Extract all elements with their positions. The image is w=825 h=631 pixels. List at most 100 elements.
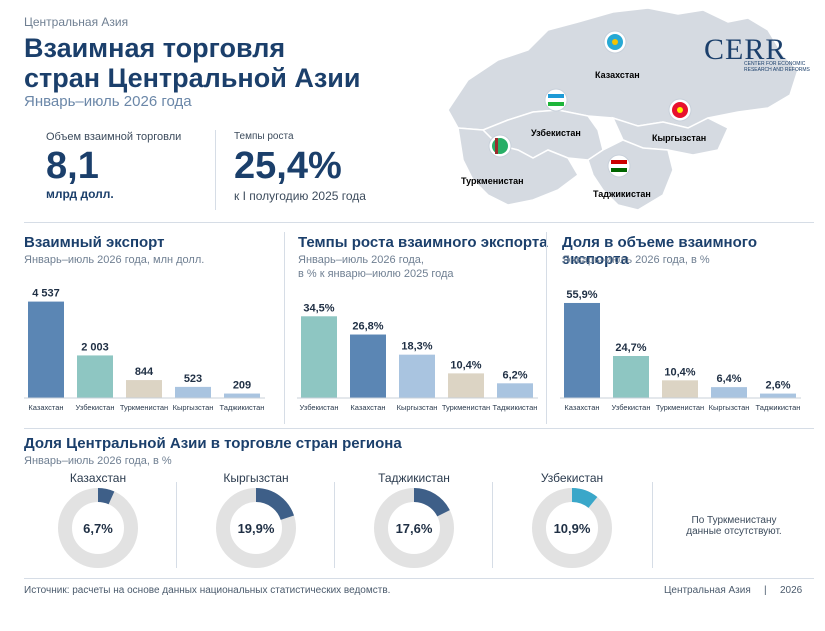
- bar-growth-2: [399, 354, 435, 398]
- section-divider-1: [284, 232, 285, 424]
- footer-year: 2026: [780, 585, 803, 596]
- bar-growth-4: [497, 383, 533, 398]
- kpi-divider: [215, 130, 216, 210]
- donut-name-2: Таджикистан: [378, 471, 450, 485]
- chart-export: 4 537 Казахстан 2 003 Узбекистан 844 Туркмени…: [24, 288, 265, 412]
- bar-export-2: [126, 380, 162, 398]
- donut-slice-2: [374, 488, 454, 568]
- bar-category-label-growth-1: Казахстан: [350, 403, 385, 412]
- section-growth-title: Темпы роста взаимного экспорта: [298, 234, 548, 251]
- section-share-title: Доля в объеме взаимного экспорта: [562, 234, 757, 268]
- top-divider: [24, 222, 814, 223]
- bar-category-label-share-2: Туркменистан: [656, 403, 704, 412]
- bar-category-label-export-1: Узбекистан: [76, 403, 115, 412]
- bar-value-label-export-1: 2 003: [81, 341, 109, 353]
- page-subtitle: Январь–июль 2026 года: [24, 93, 192, 110]
- logo-sub2: RESEARCH AND REFORMS: [744, 67, 810, 73]
- cerr-logo: CERR CENTER FOR ECONOMIC RESEARCH AND RE…: [704, 33, 810, 73]
- section-growth-sub1: Январь–июль 2026 года,: [298, 254, 424, 266]
- donut-divider-3: [492, 482, 493, 568]
- bar-value-label-export-0: 4 537: [32, 288, 60, 300]
- logo-text: CERR: [704, 33, 787, 66]
- map-tajikistan-shape: [587, 139, 674, 211]
- map-label-turkmenistan: Туркменистан: [461, 176, 524, 186]
- donut-note: По Туркменистану данные отсутствуют.: [664, 515, 804, 537]
- bar-export-4: [224, 393, 260, 398]
- footer-separator: |: [764, 585, 767, 596]
- donut-note-line1: По Туркменистану: [691, 515, 777, 526]
- pin-kazakhstan: [603, 30, 627, 54]
- section-region-title: Доля Центральной Азии в торговле стран р…: [24, 435, 402, 452]
- bar-value-label-growth-2: 18,3%: [401, 341, 432, 353]
- bar-export-0: [28, 301, 64, 398]
- bar-share-1: [613, 356, 649, 398]
- bar-value-label-share-4: 2,6%: [765, 380, 790, 392]
- map-label-kyrgyzstan: Кыргызстан: [652, 133, 706, 143]
- bar-category-label-share-4: Таджикистан: [756, 403, 801, 412]
- bar-value-label-share-2: 10,4%: [664, 366, 695, 378]
- logo-sub1: CENTER FOR ECONOMIC: [744, 61, 806, 67]
- section-share-sub: Январь–июль 2026 года, в %: [562, 254, 710, 266]
- bar-value-label-export-4: 209: [233, 380, 251, 392]
- bar-share-2: [662, 380, 698, 398]
- central-asia-map: Казахстан Узбекистан Кыргызстан Туркмени…: [447, 7, 799, 211]
- donut-value-2: 17,6%: [396, 521, 433, 536]
- bar-share-0: [564, 302, 600, 398]
- donut-charts: Казахстан 6,7% Кыргызстан 19,9% Таджикистан 1…: [58, 471, 612, 568]
- bar-category-label-export-2: Туркменистан: [120, 403, 168, 412]
- bar-value-label-growth-4: 6,2%: [502, 369, 527, 381]
- pin-tajikistan: [607, 154, 631, 178]
- bar-category-label-export-4: Таджикистан: [220, 403, 265, 412]
- bar-category-label-growth-0: Узбекистан: [300, 403, 339, 412]
- donut-divider-1: [176, 482, 177, 568]
- donut-divider-2: [334, 482, 335, 568]
- donut-value-3: 10,9%: [554, 521, 591, 536]
- donut-slice-3: [532, 488, 612, 568]
- donut-slice-0: [58, 488, 138, 568]
- chart-growth: 34,5% Узбекистан 26,8% Казахстан 18,3% Кыргыз…: [297, 302, 538, 412]
- bar-value-label-export-3: 523: [184, 373, 202, 385]
- donut-divider-4: [652, 482, 653, 568]
- bar-value-label-growth-3: 10,4%: [450, 359, 481, 371]
- bar-export-1: [77, 355, 113, 398]
- kpi-growth-label: Темпы роста: [234, 131, 294, 142]
- donut-value-1: 19,9%: [238, 521, 275, 536]
- page-title-line2: стран Центральной Азии: [24, 63, 361, 93]
- footer-divider: [24, 578, 814, 579]
- bar-category-label-share-1: Узбекистан: [612, 403, 651, 412]
- bar-share-4: [760, 393, 796, 398]
- footer-region: Центральная Азия: [664, 585, 751, 596]
- kicker: Центральная Азия: [24, 15, 129, 29]
- pin-kyrgyzstan: [668, 98, 692, 122]
- pin-turkmenistan: [488, 134, 512, 158]
- middle-divider: [24, 428, 814, 429]
- section-export-sub: Январь–июль 2026 года, млн долл.: [24, 254, 205, 266]
- bar-growth-1: [350, 334, 386, 398]
- bar-value-label-share-0: 55,9%: [566, 289, 597, 301]
- chart-share: 55,9% Казахстан 24,7% Узбекистан 10,4% Туркме…: [560, 289, 801, 412]
- bar-share-3: [711, 387, 747, 398]
- bar-category-label-growth-2: Кыргызстан: [397, 403, 438, 412]
- bar-category-label-export-0: Казахстан: [28, 403, 63, 412]
- page-title: Взаимная торговля стран Центральной Азии: [24, 33, 444, 93]
- page-title-line1: Взаимная торговля: [24, 33, 286, 63]
- kpi-growth-note: к I полугодию 2025 года: [234, 189, 366, 203]
- map-label-kazakhstan: Казахстан: [595, 70, 640, 80]
- bar-value-label-share-1: 24,7%: [615, 342, 646, 354]
- donut-name-0: Казахстан: [70, 471, 126, 485]
- donut-note-line2: данные отсутствуют.: [686, 526, 782, 537]
- donut-value-0: 6,7%: [83, 521, 113, 536]
- kpi-trade-unit: млрд долл.: [46, 187, 114, 201]
- bar-category-label-growth-4: Таджикистан: [493, 403, 538, 412]
- kpi-growth-value: 25,4%: [234, 145, 342, 187]
- bar-value-label-export-2: 844: [135, 366, 154, 378]
- section-growth-sub2: в % к январю–июлю 2025 года: [298, 268, 454, 280]
- bar-value-label-growth-0: 34,5%: [303, 302, 334, 314]
- bar-category-label-growth-3: Туркменистан: [442, 403, 490, 412]
- kpi-trade-label: Объем взаимной торговли: [46, 131, 182, 143]
- section-export-title: Взаимный экспорт: [24, 234, 165, 251]
- donut-slice-1: [216, 488, 296, 568]
- section-region-sub: Январь–июль 2026 года, в %: [24, 455, 172, 467]
- bar-growth-3: [448, 373, 484, 398]
- bar-export-3: [175, 386, 211, 398]
